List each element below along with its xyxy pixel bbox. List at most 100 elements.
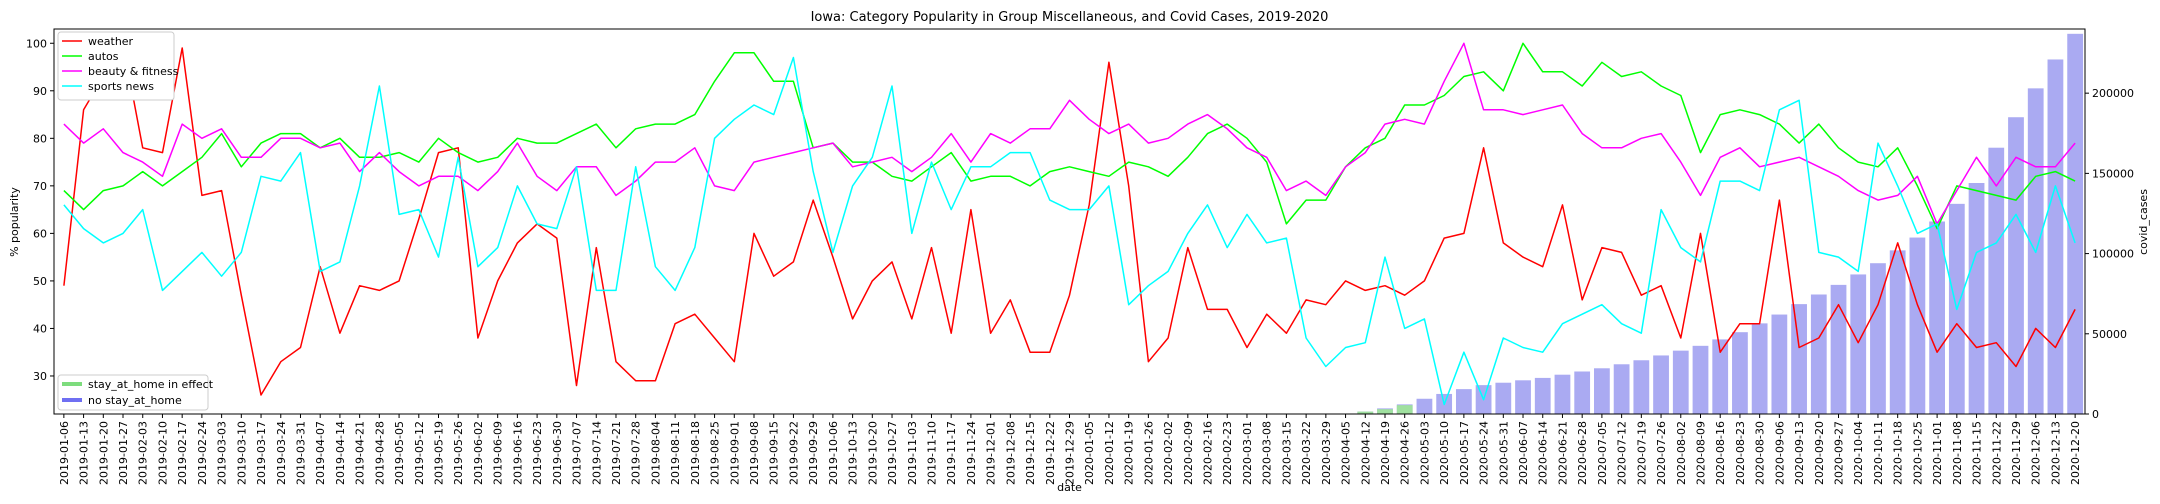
x-tick-label: 2020-10-04	[1852, 421, 1865, 485]
y2-axis-label: covid_cases	[2137, 189, 2150, 255]
x-tick-label: 2019-05-26	[452, 421, 465, 485]
x-tick-label: 2020-04-12	[1359, 421, 1372, 485]
x-tick-label: 2019-06-02	[472, 421, 485, 485]
y-tick-label: 40	[33, 322, 47, 335]
covid-bar	[1574, 371, 1591, 414]
series-line-weather	[63, 42, 2076, 396]
x-tick-label: 2019-08-25	[709, 421, 722, 485]
legend-label: no stay_at_home	[88, 394, 182, 407]
x-tick-label: 2020-09-20	[1813, 421, 1826, 485]
x-tick-label: 2020-08-09	[1695, 421, 1708, 485]
x-tick-label: 2020-01-19	[1123, 421, 1136, 485]
covid-bar	[1515, 380, 1531, 414]
covid-bar	[1830, 284, 1847, 414]
x-tick-label: 2020-04-26	[1399, 421, 1412, 485]
x-tick-label: 2020-05-03	[1418, 421, 1431, 485]
y-tick-label: 100	[26, 37, 47, 50]
y2-tick-label: 0	[2092, 408, 2099, 421]
x-tick-label: 2020-10-25	[1911, 421, 1924, 485]
covid-bar	[1968, 183, 1985, 414]
x-tick-label: 2019-04-21	[354, 421, 367, 485]
y-tick-label: 50	[33, 275, 47, 288]
x-tick-label: 2020-02-09	[1182, 421, 1195, 485]
covid-bar	[1594, 368, 1610, 414]
x-tick-label: 2020-10-11	[1872, 421, 1885, 485]
x-tick-label: 2019-12-22	[1044, 421, 1057, 485]
x-axis: 2019-01-06 2019-01-13 2019-01-20 2019-01-27…	[58, 414, 2082, 485]
x-tick-label: 2019-07-14	[590, 421, 603, 485]
x-tick-label: 2019-04-28	[373, 421, 386, 485]
x-tick-label: 2020-01-26	[1142, 421, 1155, 485]
x-tick-label: 2019-11-03	[906, 421, 919, 485]
x-tick-label: 2020-01-12	[1103, 421, 1116, 485]
x-tick-label: 2019-09-15	[768, 421, 781, 485]
covid-bar	[1495, 382, 1512, 414]
stay-at-home-bar	[1396, 405, 1413, 414]
x-tick-label: 2019-06-09	[492, 421, 505, 485]
x-tick-label: 2020-09-06	[1773, 421, 1786, 485]
x-tick-label: 2020-03-08	[1261, 421, 1274, 485]
covid-bar	[1712, 339, 1729, 414]
legend-box	[57, 31, 175, 101]
covid-bar	[1692, 345, 1709, 414]
x-tick-label: 2020-06-14	[1537, 421, 1550, 485]
x-tick-label: 2020-06-28	[1576, 421, 1589, 485]
x-tick-label: 2019-07-07	[571, 421, 584, 485]
covid-bar	[1791, 304, 1807, 414]
y2-tick-label: 100000	[2092, 248, 2134, 261]
legend-box	[57, 374, 209, 411]
x-tick-label: 2020-08-23	[1734, 421, 1747, 485]
x-tick-label: 2020-12-20	[2069, 421, 2082, 485]
series-line-sports-news	[63, 56, 2076, 406]
x-tick-label: 2019-06-30	[551, 421, 564, 485]
y-tick-label: 30	[33, 370, 47, 383]
x-tick-label: 2019-03-03	[216, 421, 229, 485]
x-tick-label: 2020-11-08	[1951, 421, 1964, 485]
x-tick-label: 2020-12-13	[2049, 421, 2062, 485]
chart-title: Iowa: Category Popularity in Group Misce…	[811, 10, 1329, 25]
x-tick-label: 2019-02-17	[176, 421, 189, 485]
x-tick-label: 2019-03-31	[295, 421, 308, 485]
x-tick-label: 2019-03-17	[255, 421, 268, 485]
y-tick-label: 90	[33, 85, 47, 98]
x-tick-label: 2019-02-10	[157, 421, 170, 485]
legend-label: beauty & fitness	[88, 65, 179, 78]
x-tick-label: 2019-06-23	[531, 421, 544, 485]
covid-bar	[1751, 323, 1768, 414]
x-tick-label: 2020-07-26	[1655, 421, 1668, 485]
x-tick-label: 2020-08-02	[1675, 421, 1688, 485]
x-tick-label: 2019-08-11	[669, 421, 682, 485]
x-tick-label: 2019-11-10	[926, 421, 939, 485]
series-line-beauty-fitness	[63, 42, 2076, 225]
x-tick-label: 2019-01-06	[58, 421, 71, 485]
legend-label: autos	[88, 50, 119, 63]
y-axis-label: % popularity	[8, 187, 21, 257]
series-line-autos	[63, 42, 2076, 230]
covid-bar	[1554, 374, 1571, 414]
x-tick-label: 2020-03-29	[1320, 421, 1333, 485]
covid-bar	[1534, 377, 1551, 414]
legend-label: weather	[88, 35, 134, 48]
x-tick-label: 2020-05-17	[1458, 421, 1471, 485]
x-tick-label: 2019-10-13	[847, 421, 860, 485]
x-tick-label: 2019-12-29	[1064, 421, 1077, 485]
covid-bar	[1613, 364, 1630, 414]
x-tick-label: 2020-07-12	[1616, 421, 1629, 485]
stay-at-home-bars	[1357, 405, 1413, 414]
x-tick-label: 2019-09-08	[748, 421, 761, 485]
x-tick-label: 2019-07-21	[610, 421, 623, 485]
covid-bar	[1455, 389, 1472, 414]
x-tick-label: 2020-11-01	[1931, 421, 1944, 485]
y2-tick-label: 200000	[2092, 87, 2134, 100]
x-tick-label: 2019-12-01	[985, 421, 998, 485]
covid-bar	[1988, 147, 2005, 415]
x-tick-label: 2020-03-15	[1280, 421, 1293, 485]
x-tick-label: 2019-10-27	[886, 421, 899, 485]
x-tick-label: 2019-01-13	[78, 421, 91, 485]
y2-tick-label: 150000	[2092, 167, 2134, 180]
x-tick-label: 2019-09-29	[807, 421, 820, 485]
x-tick-label: 2020-11-15	[1971, 421, 1984, 485]
x-tick-label: 2020-10-18	[1892, 421, 1905, 485]
legend-label: stay_at_home in effect	[88, 378, 214, 391]
